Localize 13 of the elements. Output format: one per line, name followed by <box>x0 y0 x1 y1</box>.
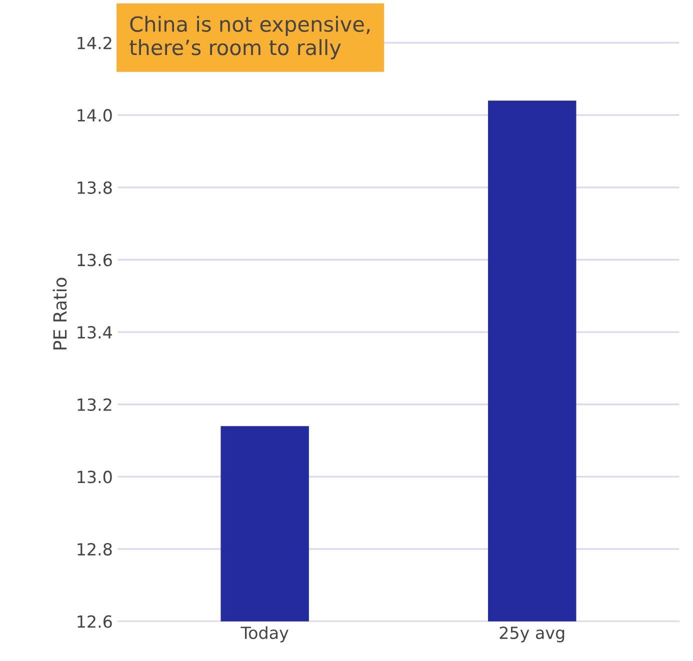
y-tick-label: 13.4 <box>78 326 112 339</box>
x-tick-label: 25y avg <box>500 626 564 642</box>
y-tick-label: 13.2 <box>78 398 112 411</box>
y-tick-label: 14.0 <box>78 109 112 122</box>
y-tick-label: 13.8 <box>78 181 112 194</box>
y-tick-label: 13.0 <box>78 470 112 484</box>
y-tick-label: 12.8 <box>78 542 112 556</box>
y-tick-label: 13.6 <box>78 254 112 266</box>
y-axis-title: PE Ratio <box>52 278 67 350</box>
y-tick-label: 12.6 <box>78 615 112 628</box>
annotation: China is not expensive, there’s room to rally <box>130 16 370 60</box>
y-tick-label: 14.2 <box>78 36 112 50</box>
x-tick-label: Today <box>240 626 288 642</box>
